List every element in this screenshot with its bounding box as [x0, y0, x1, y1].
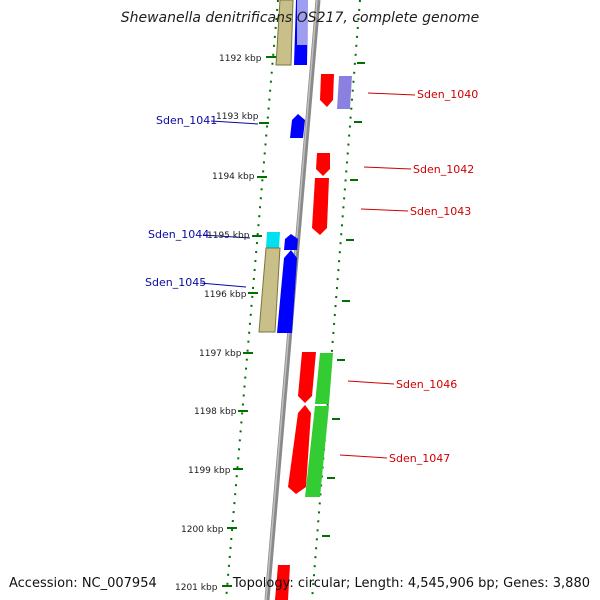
gene-olive-mid[interactable] — [258, 247, 281, 333]
gene-label-sden-1041[interactable]: Sden_1041 — [156, 114, 217, 127]
gene-sden-1042[interactable] — [316, 153, 330, 176]
kbp-label: 1197 kbp — [199, 349, 242, 359]
kbp-label: 1201 kbp — [175, 583, 218, 593]
leader-sden-1045 — [199, 282, 247, 288]
gene-label-sden-1044[interactable]: Sden_1044 — [148, 228, 209, 241]
kbp-label: 1196 kbp — [204, 290, 247, 300]
gene-label-sden-1047[interactable]: Sden_1047 — [389, 452, 450, 465]
gene-sden-1044[interactable] — [266, 232, 280, 248]
leader-sden-1042 — [363, 166, 412, 170]
map-title: Shewanella denitrificans OS217, complete… — [121, 10, 480, 26]
leader-sden-1041 — [210, 120, 259, 125]
gene-label-sden-1043[interactable]: Sden_1043 — [410, 205, 471, 218]
gene-label-sden-1042[interactable]: Sden_1042 — [413, 163, 474, 176]
right-major-ticks — [322, 62, 365, 537]
left-dotted-guide — [225, 0, 279, 600]
leader-sden-1044 — [202, 234, 251, 239]
gene-label-sden-1045[interactable]: Sden_1045 — [145, 276, 206, 289]
gene-blue-small[interactable] — [284, 234, 298, 250]
kbp-label: 1199 kbp — [188, 466, 231, 476]
kbp-labels: 1192 kbp 1193 kbp 1194 kbp 1195 kbp 1196… — [175, 54, 262, 593]
gene-green-a[interactable] — [315, 353, 333, 404]
leader-sden-1047 — [339, 454, 388, 459]
label-leaders — [199, 92, 416, 459]
gene-light-blue-overlay[interactable] — [297, 0, 308, 45]
forward-track-genes — [275, 74, 352, 600]
kbp-label: 1195 kbp — [207, 231, 250, 241]
kbp-label: 1192 kbp — [219, 54, 262, 64]
kbp-label: 1198 kbp — [194, 407, 237, 417]
kbp-label: 1193 kbp — [216, 112, 259, 122]
gene-sden-1046-a[interactable] — [298, 352, 316, 403]
reverse-track-genes — [258, 0, 308, 333]
gene-sden-1047[interactable] — [288, 405, 311, 494]
left-gene-labels: Sden_1041 Sden_1044 Sden_1045 — [145, 114, 217, 289]
gene-sden-1043[interactable] — [312, 178, 329, 235]
gene-lavender[interactable] — [337, 76, 352, 109]
right-gene-labels: Sden_1040 Sden_1042 Sden_1043 Sden_1046 … — [389, 88, 478, 465]
gene-label-sden-1046[interactable]: Sden_1046 — [396, 378, 457, 391]
track-guides — [225, 0, 361, 600]
gene-red-bottom[interactable] — [275, 565, 290, 600]
gene-olive-top[interactable] — [275, 0, 294, 66]
gene-sden-1040[interactable] — [320, 74, 334, 107]
gene-green-b[interactable] — [305, 406, 329, 497]
leader-sden-1046 — [347, 380, 395, 385]
gene-sden-1045[interactable] — [277, 250, 297, 333]
kbp-label: 1194 kbp — [212, 172, 255, 182]
right-dotted-guide — [311, 0, 361, 600]
left-major-ticks — [222, 56, 276, 587]
gene-sden-1041[interactable] — [290, 114, 305, 138]
accession-text: Accession: NC_007954 — [9, 576, 157, 591]
leader-sden-1043 — [360, 208, 409, 212]
topology-text: Topology: circular; Length: 4,545,906 bp… — [232, 576, 590, 591]
leader-sden-1040 — [367, 92, 416, 96]
kbp-label: 1200 kbp — [181, 525, 224, 535]
gene-label-sden-1040[interactable]: Sden_1040 — [417, 88, 478, 101]
